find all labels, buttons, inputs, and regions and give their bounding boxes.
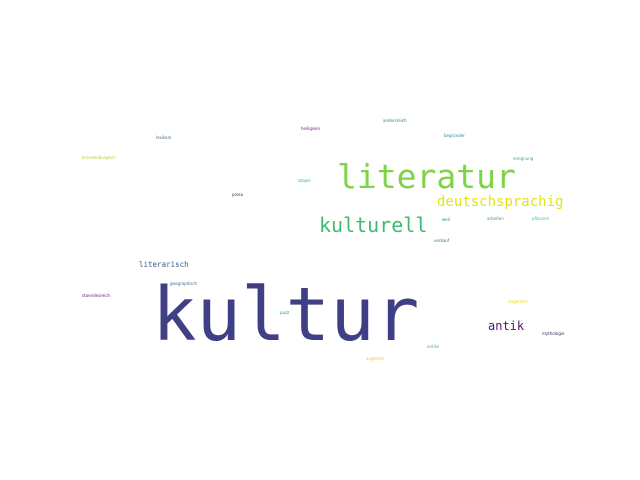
- word-utopie: utopie: [298, 178, 311, 183]
- word-prosa: prosa: [232, 192, 244, 197]
- word-lexikon: lexikonl: [156, 135, 172, 140]
- word-brandenburgisch: brandenburgisch: [82, 155, 116, 160]
- word-cloud: kultur literatur kulturell deutschsprach…: [80, 115, 570, 370]
- word-deutschsprachig: deutschsprachig: [437, 194, 564, 210]
- word-puzz: puzz: [280, 310, 290, 315]
- word-weil: weil: [442, 217, 450, 222]
- word-literatur: literatur: [337, 157, 516, 196]
- word-begruender: begründer: [444, 133, 465, 138]
- word-ungarisch: ungarisch: [508, 299, 528, 304]
- word-kultur: kultur: [152, 272, 420, 358]
- word-ereignung: ereignung: [513, 156, 534, 161]
- word-arbeiten: arbeiten: [487, 216, 504, 221]
- word-augment: augment: [366, 356, 384, 361]
- word-verkauf: verkauf: [434, 238, 450, 243]
- word-antike: antike: [427, 344, 440, 349]
- word-antik: antik: [488, 319, 525, 333]
- word-mythologie: mythologie: [542, 331, 565, 336]
- word-kulturell: kulturell: [319, 213, 428, 237]
- word-literarisch: literarisch: [139, 260, 189, 269]
- word-staendesreich: staendesreich: [82, 293, 111, 298]
- word-andersreich: andersreich: [383, 118, 407, 123]
- word-heiligsein: heiligsein: [301, 126, 321, 131]
- word-geographisch: geographisch: [170, 281, 198, 286]
- word-pflanzen: pflanzen: [532, 216, 550, 221]
